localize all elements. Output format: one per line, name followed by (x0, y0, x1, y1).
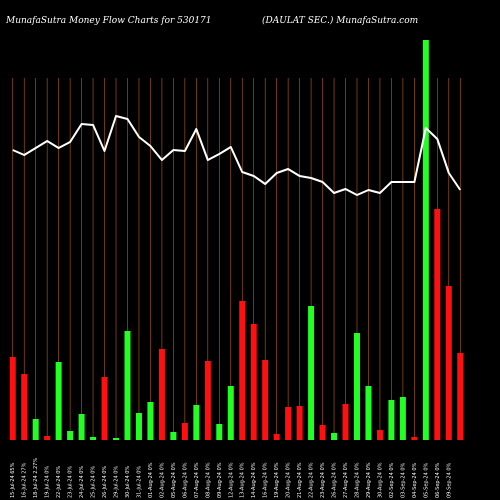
bar (32, 419, 39, 440)
x-tick-label: 08-Aug-24 0% (205, 462, 211, 498)
bar (204, 361, 211, 440)
x-tick-label: 28-Aug-24 0% (354, 462, 360, 498)
x-tick-label: 03-Sep-24 0% (400, 462, 406, 498)
bar (422, 40, 429, 440)
x-tick-label: 05-Aug-24 0% (171, 462, 177, 498)
bar (216, 424, 223, 440)
x-tick-label: 09-Sep-24 0% (446, 462, 452, 498)
x-tick-label: 26-Jul-24 0% (102, 466, 108, 498)
x-tick-label: 04-Sep-24 0% (412, 462, 418, 498)
bar (193, 405, 200, 440)
bar (21, 374, 28, 440)
bar (353, 333, 360, 440)
x-tick-label: 19-Jul-24 0% (45, 466, 51, 498)
x-tick-label: 02-Sep-24 0% (389, 462, 395, 498)
x-tick-label: 07-Aug-24 0% (194, 462, 200, 498)
bar (365, 386, 372, 440)
x-tick-label: 15-Jul-24 65% (10, 462, 16, 498)
money-flow-line (12, 115, 462, 196)
bar (434, 209, 441, 440)
x-tick-label: 30-Jul-24 0% (125, 466, 131, 498)
x-tick-label: 19-Aug-24 0% (274, 462, 280, 498)
x-tick-label: 22-Aug-24 0% (309, 462, 315, 498)
bar (411, 437, 418, 440)
x-tick-label: 12-Aug-24 0% (228, 462, 234, 498)
bar (285, 407, 292, 440)
bar (262, 360, 269, 440)
x-tick-label: 23-Jul-24 0% (68, 466, 74, 498)
x-tick-label: 16-Aug-24 0% (263, 462, 269, 498)
bars (9, 40, 464, 440)
x-tick-label: 02-Aug-24 0% (159, 462, 165, 498)
bar (342, 404, 349, 440)
bar (67, 431, 74, 440)
x-tick-label: 24-Jul-24 0% (79, 466, 85, 498)
x-tick-label: 01-Aug-24 0% (148, 462, 154, 498)
bar (147, 402, 154, 440)
x-tick-label: 30-Aug-24 0% (377, 462, 383, 498)
bar (135, 413, 142, 440)
bar (113, 438, 120, 440)
bar (376, 430, 383, 440)
bar (319, 425, 326, 440)
x-tick-label: 23-Aug-24 0% (320, 462, 326, 498)
x-tick-label: 22-Jul-24 0% (56, 466, 62, 498)
x-tick-label: 29-Aug-24 0% (366, 462, 372, 498)
x-tick-label: 26-Aug-24 0% (332, 462, 338, 498)
bar (273, 434, 280, 440)
bar (399, 397, 406, 440)
x-tick-label: 09-Aug-24 0% (217, 462, 223, 498)
x-tick-label: 21-Aug-24 0% (297, 462, 303, 498)
bar (308, 306, 315, 440)
bar (170, 432, 177, 440)
bar (296, 406, 303, 440)
x-tick-label: 06-Aug-24 0% (182, 462, 188, 498)
bar (124, 331, 131, 440)
x-tick-label: 05-Sep-24 0% (423, 462, 429, 498)
chart-site-caption: (DAULAT SEC.) MunafaSutra.com (262, 15, 418, 26)
chart-title: MunafaSutra Money Flow Charts for 530171 (5, 16, 212, 26)
x-tick-label: 14-Aug-24 0% (251, 462, 257, 498)
bar (101, 377, 108, 440)
x-tick-label: 29-Jul-24 0% (114, 466, 120, 498)
x-tick-label: 13-Aug-24 0% (240, 462, 246, 498)
flow-line (12, 115, 462, 196)
x-tick-label: 06-Sep-24 0% (435, 462, 441, 498)
bar (239, 301, 246, 440)
x-tick-label: 27-Aug-24 0% (343, 462, 349, 498)
x-tick-label: 20-Aug-24 0% (286, 462, 292, 498)
bar (44, 436, 51, 440)
bar (445, 286, 452, 440)
x-tick-label: 31-Jul-24 0% (136, 466, 142, 498)
bar (158, 349, 165, 440)
bar (78, 414, 85, 440)
bar (9, 357, 16, 440)
bar (90, 437, 97, 440)
gridlines (12, 78, 461, 440)
x-tick-label: 18-Jul-24 2.27% (33, 458, 39, 498)
bar (55, 362, 62, 440)
bar (227, 386, 234, 440)
bar (457, 353, 464, 440)
x-tick-label: 16-Jul-24 27% (22, 462, 28, 498)
bar (250, 324, 257, 440)
bar (388, 400, 395, 440)
x-tick-label: 25-Jul-24 0% (91, 466, 97, 498)
bar (181, 423, 188, 440)
bar (331, 433, 338, 440)
x-axis-labels: 15-Jul-24 65% 16-Jul-24 27% 18-Jul-24 2.27… (10, 458, 452, 498)
